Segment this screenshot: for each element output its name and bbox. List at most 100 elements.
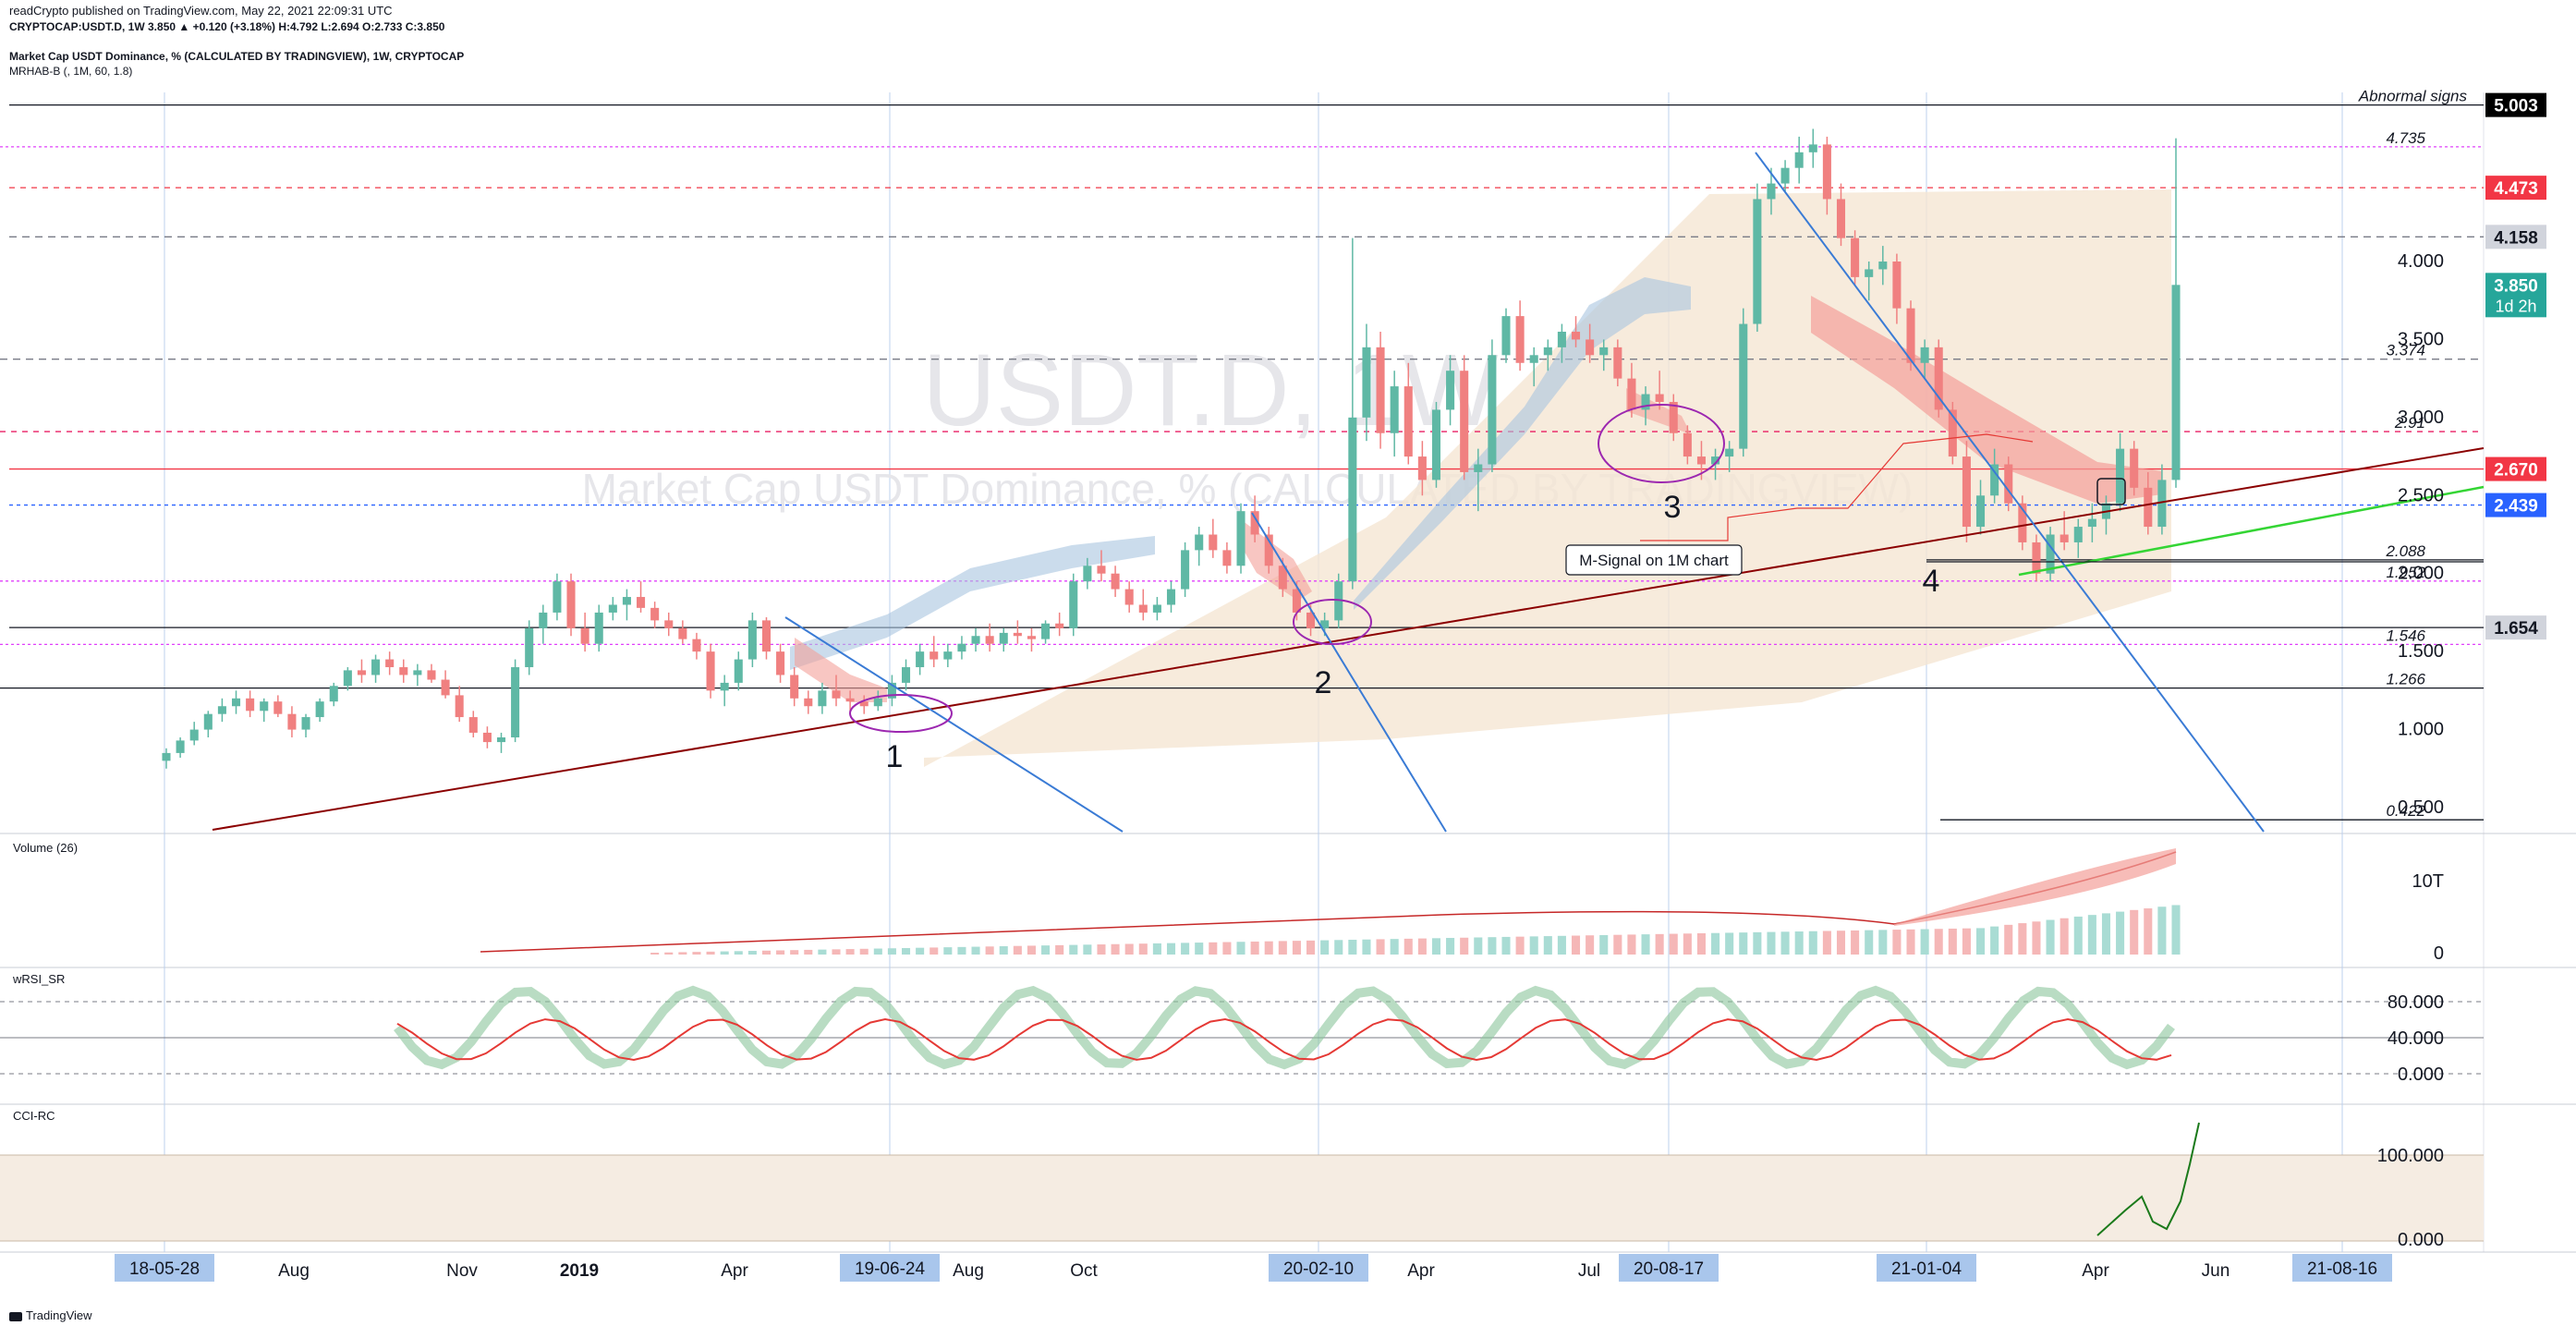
volume-bar	[1808, 931, 1817, 955]
volume-title: Volume (26)	[13, 841, 78, 855]
candle-body	[930, 651, 939, 660]
volume-bar	[1013, 945, 1022, 955]
volume-bar	[2116, 911, 2125, 955]
candle-body	[553, 581, 562, 613]
volume-bar	[1209, 942, 1218, 955]
candle-body	[916, 651, 925, 668]
volume-bar	[1152, 943, 1161, 955]
volume-bar	[1376, 939, 1385, 955]
candle-body	[260, 701, 269, 712]
volume-bar	[678, 952, 687, 955]
candle-body	[329, 686, 338, 702]
candle-body	[859, 701, 869, 707]
price-tag-box	[2485, 615, 2546, 640]
candle-body	[804, 698, 813, 707]
candle-body	[1278, 566, 1287, 590]
date-marker-box	[115, 1254, 214, 1282]
volume-bar	[761, 950, 772, 955]
wrsi-pane[interactable]: wRSI_SR 80.000 40.000 0.000	[0, 972, 2484, 1085]
volume-bar	[1641, 934, 1650, 955]
time-axis[interactable]: Aug Nov 2019 Apr Aug Oct Apr Jul Apr Jun 18-05-28 1…	[115, 1254, 2392, 1282]
candle-body	[1948, 409, 1957, 457]
candle-body	[1264, 534, 1273, 566]
ticker-line: CRYPTOCAP:USDT.D, 1W 3.850 ▲ +0.120 (+3.…	[9, 20, 445, 33]
candle-body	[1865, 269, 1874, 277]
volume-bar	[747, 951, 757, 955]
blue-trendline	[1755, 152, 2265, 833]
candle-body	[873, 698, 882, 707]
price-tag-label: 2.439	[2494, 497, 2538, 517]
candle-body	[441, 679, 450, 696]
chart-title: Market Cap USDT Dominance, % (CALCULATED…	[9, 50, 465, 63]
volume-bar	[1069, 944, 1078, 955]
candle-body	[496, 737, 506, 743]
candle-body	[455, 695, 464, 718]
volume-bar	[1683, 933, 1692, 955]
volume-bar	[818, 949, 827, 955]
price-tag-box	[2485, 92, 2546, 117]
volume-bar	[1851, 930, 1860, 955]
volume-bar	[1348, 940, 1357, 955]
signal-circle-1	[849, 694, 953, 733]
volume-bar	[1515, 936, 1525, 955]
candles[interactable]	[162, 128, 2181, 769]
volume-pane[interactable]: Volume (26) 10T 0	[13, 841, 2444, 964]
volume-bar	[873, 948, 882, 955]
candle-body	[1753, 199, 1762, 324]
candle-body	[2032, 541, 2041, 574]
signal-number-label: 1	[886, 739, 904, 774]
candle-body	[1446, 371, 1455, 410]
red-cloud	[1811, 296, 2162, 504]
candle-body	[1515, 316, 1525, 363]
volume-bar	[971, 946, 980, 955]
volume-bar	[1292, 941, 1301, 955]
volume-bar	[887, 948, 896, 955]
candle-body	[1599, 347, 1609, 356]
volume-bar	[943, 947, 953, 955]
blue-trendline	[1251, 512, 1447, 833]
cci-pane[interactable]: CCI-RC 100.000 0.000	[0, 1109, 2484, 1250]
candle-body	[1669, 401, 1678, 433]
volume-bar	[692, 952, 701, 955]
volume-bar	[1836, 931, 1846, 955]
volume-bar	[2046, 919, 2055, 955]
candle-body	[1195, 534, 1204, 551]
volume-bar	[2157, 906, 2167, 955]
candle-body	[1348, 417, 1357, 582]
candle-body	[1166, 589, 1176, 605]
time-tick-label: Jun	[2202, 1261, 2230, 1281]
price-tick-label: 1.500	[2398, 641, 2444, 662]
candle-body	[1543, 347, 1552, 356]
candle-body	[413, 670, 422, 675]
volume-bar	[1739, 932, 1748, 955]
candle-body	[1906, 308, 1915, 363]
date-marker-label: 19-06-24	[855, 1259, 925, 1279]
price-tag-label: 3.850	[2494, 276, 2538, 296]
cci-line	[2096, 1122, 2200, 1236]
volume-bar	[1725, 932, 1734, 955]
annotations[interactable]: 1 2 3 4 M-Signal on 1M chart	[849, 404, 2126, 774]
candle-body	[273, 701, 283, 714]
volume-bar	[1083, 944, 1092, 955]
volume-bar	[1501, 936, 1511, 955]
horizontal-levels[interactable]: 4.735 3.374 2.91 2.088 1.952 1.546 1.266 0.422 A…	[0, 88, 2484, 821]
candle-body	[1962, 456, 1971, 528]
price-tick-label: 1.000	[2398, 720, 2444, 740]
blue-cloud	[1354, 277, 1691, 610]
candle-body	[1822, 144, 1831, 200]
volume-bar	[1166, 943, 1176, 955]
time-tick-label: Jul	[1578, 1261, 1600, 1281]
volume-bar	[1780, 931, 1790, 955]
candle-body	[1501, 316, 1511, 356]
candle-body	[1488, 355, 1497, 465]
price-tag-box	[2485, 225, 2546, 249]
candle-body	[385, 659, 395, 668]
price-axis[interactable]: 0.500 1.000 1.500 2.000 2.500 3.000 3.500 4.000	[2398, 251, 2444, 818]
trend-drawings[interactable]	[212, 152, 2485, 833]
volume-bar	[1990, 926, 1999, 955]
candle-body	[1683, 432, 1692, 457]
volume-bar	[1195, 943, 1204, 955]
watermark-symbol: USDT.D, 1W	[922, 334, 1499, 447]
